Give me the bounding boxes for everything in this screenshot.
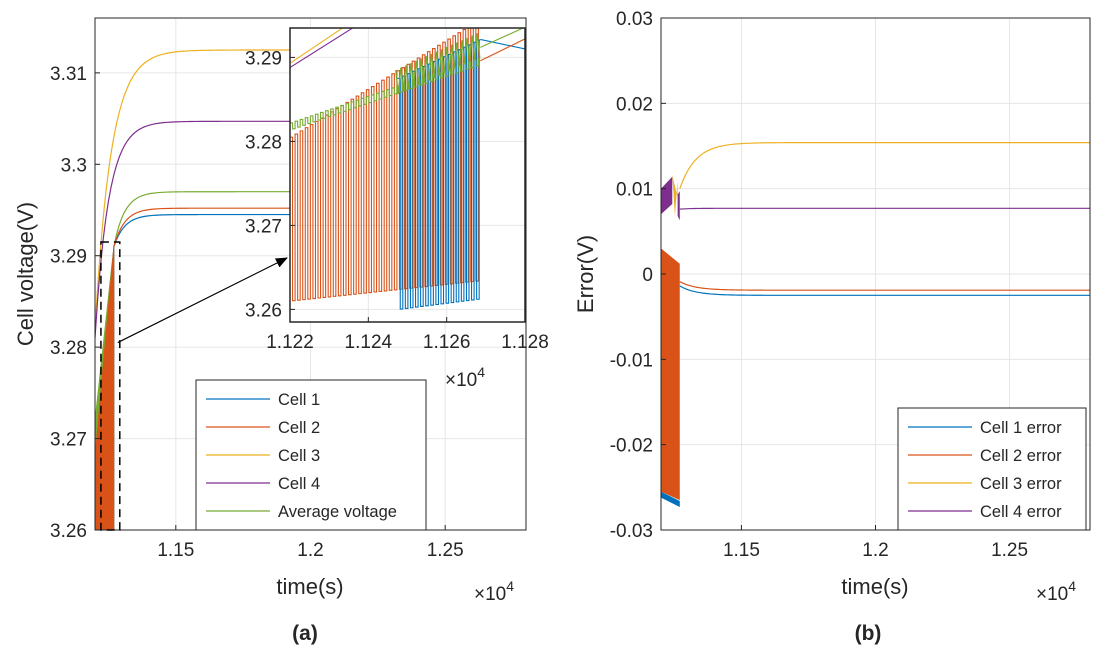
zoom-region-box (100, 241, 121, 531)
error-series-line (679, 285, 1090, 296)
error-x-multiplier: ×104 (1036, 578, 1076, 605)
error-series-line (679, 281, 1090, 291)
voltage-legend-entry: Cell 4 (278, 475, 320, 493)
error-y-axis-label: Error(V) (573, 235, 598, 313)
error-x-axis-label: time(s) (841, 574, 908, 599)
error-series-lines (661, 141, 1090, 507)
error-series-line (679, 141, 1090, 189)
error-y-tick-label: 0.02 (616, 94, 653, 115)
inset-x-multiplier-exp: 4 (477, 364, 485, 380)
error-cell3-band (672, 175, 678, 216)
voltage-x-multiplier-base: 10 (485, 584, 506, 605)
voltage-y-tick-label: 3.31 (50, 64, 87, 85)
voltage-x-multiplier: ×104 (474, 578, 514, 605)
voltage-chart: 1.15 1.2 1.25 3.26 3.27 3.28 3.29 3.3 3.31 time(… (13, 17, 549, 645)
inset-y-tick-label: 3.29 (245, 48, 282, 69)
zoom-arrow (117, 257, 288, 344)
voltage-x-tick-label: 1.15 (157, 540, 194, 561)
inset-cell3-line (290, 28, 344, 64)
error-y-tick-label: 0 (642, 265, 653, 286)
error-y-tick-label: -0.01 (610, 350, 653, 371)
voltage-x-tick-label: 1.25 (427, 540, 464, 561)
inset-tail-line (480, 38, 525, 62)
inset-x-tick-label: 1.122 (266, 332, 314, 353)
voltage-legend-entry: Cell 3 (278, 447, 320, 465)
error-chart: 1.15 1.2 1.25-0.03-0.02-0.0100.010.020.03 … (573, 9, 1091, 645)
inset-y-tick-label: 3.27 (245, 216, 282, 237)
error-x-tick-label: 1.2 (862, 540, 888, 561)
voltage-x-tick-label: 1.2 (297, 540, 323, 561)
error-legend-entry: Cell 3 error (980, 475, 1062, 493)
error-legend-entry: Cell 2 error (980, 447, 1062, 465)
voltage-y-tick-label: 3.29 (50, 247, 87, 268)
voltage-y-tick-label: 3.26 (50, 521, 87, 542)
voltage-panel-label: (a) (292, 622, 318, 645)
voltage-y-axis-label: Cell voltage(V) (13, 202, 38, 346)
inset-x-tick-label: 1.124 (345, 332, 393, 353)
voltage-series-band (95, 246, 115, 530)
inset-series-lines (290, 28, 525, 310)
error-legend-entry: Cell 4 error (980, 503, 1062, 521)
inset-x-tick-label: 1.126 (423, 332, 471, 353)
voltage-legend-entry: Cell 2 (278, 419, 320, 437)
inset-average-band (395, 33, 481, 95)
voltage-legend: Cell 1 Cell 2 Cell 3 Cell 4 Average voltage (195, 379, 427, 531)
inset-x-tick-label: 1.128 (501, 332, 549, 353)
voltage-x-multiplier-exp: 4 (506, 578, 514, 594)
voltage-legend-entry: Average voltage (278, 503, 397, 521)
inset-tail-line (480, 38, 525, 50)
error-ticks: 1.15 1.2 1.25 -0.03 -0.02 -0.01 0 0.01 0.02 0.03 (610, 9, 1028, 561)
error-x-tick-label: 1.15 (723, 540, 760, 561)
error-cell1-band (661, 491, 680, 507)
error-y-tick-label: 0.03 (616, 9, 653, 30)
voltage-ticks: 1.15 1.2 1.25 3.26 3.27 3.28 3.29 3.3 3.31 (50, 64, 464, 561)
inset-ticks: 1.122 1.124 1.126 1.128 3.26 3.27 3.28 3.29 (245, 48, 549, 353)
inset-switching-line (290, 57, 481, 130)
error-cell4-band-2 (677, 191, 680, 221)
inset-switching-line (397, 39, 481, 310)
error-legend: Cell 1 error Cell 2 error Cell 3 error Cell… (897, 407, 1087, 531)
voltage-legend-entry: Cell 1 (278, 391, 320, 409)
voltage-series-lines (95, 49, 526, 530)
voltage-y-tick-label: 3.27 (50, 430, 87, 451)
error-x-tick-label: 1.25 (991, 540, 1028, 561)
error-series-line (679, 207, 1090, 210)
inset-tail-line (480, 28, 525, 48)
error-cell2-band (661, 248, 680, 501)
inset-x-multiplier-base: 10 (456, 370, 477, 391)
error-panel-label: (b) (855, 622, 882, 645)
error-x-multiplier-exp: 4 (1068, 578, 1076, 594)
inset-y-tick-label: 3.28 (245, 132, 282, 153)
error-y-tick-label: 0.01 (616, 180, 653, 201)
inset-frame (289, 27, 526, 323)
inset-y-tick-label: 3.26 (245, 300, 282, 321)
voltage-x-axis-label: time(s) (276, 574, 343, 599)
error-legend-entry: Cell 1 error (980, 419, 1062, 437)
error-y-tick-label: -0.03 (610, 521, 653, 542)
error-y-tick-label: -0.02 (610, 436, 653, 457)
voltage-y-tick-label: 3.3 (61, 155, 87, 176)
inset-cell4-line (290, 28, 354, 68)
error-cell4-band (661, 176, 673, 215)
error-x-multiplier-base: 10 (1047, 584, 1068, 605)
voltage-y-tick-label: 3.28 (50, 338, 87, 359)
error-legend-box (897, 407, 1087, 531)
